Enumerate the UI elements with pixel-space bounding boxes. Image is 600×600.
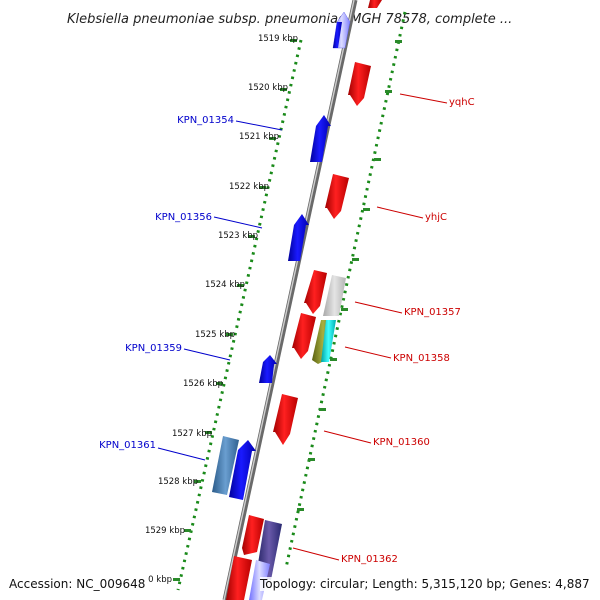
gene-arrow-kpn-01357 bbox=[323, 275, 346, 316]
tick-mark bbox=[269, 137, 276, 140]
gene-arrow-kpn-01361a bbox=[212, 436, 239, 495]
tick-mark bbox=[341, 308, 348, 311]
tick-mark bbox=[308, 458, 315, 461]
gene-label-kpn-01358: KPN_01358 bbox=[393, 353, 450, 364]
gene-arrow-red-a bbox=[304, 270, 327, 314]
ticks: 1519 kbp 1520 kbp 1521 kbp 1522 kbp 1523… bbox=[145, 34, 298, 585]
gene-arrow-kpn-01358 bbox=[321, 320, 336, 362]
tick-mark bbox=[173, 578, 180, 581]
tick-label: 1524 kbp bbox=[205, 280, 245, 290]
tick-mark bbox=[352, 258, 359, 261]
tick-mark bbox=[385, 90, 392, 93]
tick-mark bbox=[395, 40, 402, 43]
gene-arrow-yqhc bbox=[348, 62, 371, 106]
leader-line bbox=[376, 206, 424, 219]
topology-text: Topology: circular; Length: 5,315,120 bp… bbox=[260, 577, 590, 591]
gene-label-yqhc: yqhC bbox=[449, 97, 475, 108]
gene-label-kpn-01359: KPN_01359 bbox=[125, 343, 182, 354]
leader-line bbox=[183, 348, 231, 361]
tick-label: 1525 kbp bbox=[195, 330, 235, 340]
gene-arrow-kpn-01354 bbox=[310, 115, 331, 162]
tick-mark bbox=[248, 235, 255, 238]
leader-line bbox=[235, 120, 283, 131]
tick-label: 1519 kbp bbox=[258, 34, 298, 44]
tick-label: 1528 kbp bbox=[158, 477, 198, 487]
leader-line bbox=[323, 430, 372, 444]
leader-line bbox=[213, 216, 263, 229]
gene-arrow bbox=[368, 0, 382, 8]
tick-mark bbox=[363, 208, 370, 211]
genome-backbone bbox=[222, 0, 358, 600]
gene-arrow-red-b bbox=[292, 313, 316, 359]
tick-mark bbox=[216, 382, 223, 385]
gene-arrow-kpn-01362 bbox=[242, 515, 264, 555]
tick-label: 1526 kbp bbox=[183, 379, 223, 389]
tick-mark bbox=[374, 158, 381, 161]
tick-mark bbox=[184, 529, 191, 532]
gene-arrow-kpn-01359 bbox=[259, 355, 277, 383]
gene-arrow-red-c bbox=[226, 556, 252, 600]
tick-label: 1529 kbp bbox=[145, 526, 185, 536]
gene-labels: KPN_01354 KPN_01356 KPN_01359 KPN_01361 … bbox=[99, 97, 474, 565]
tick-label: 1522 kbp bbox=[229, 182, 269, 192]
gene-arrow-yhjc bbox=[325, 174, 349, 219]
tick-mark bbox=[205, 431, 212, 434]
tick-label: 1521 kbp bbox=[239, 132, 279, 142]
tick-mark bbox=[297, 508, 304, 511]
genome-backbone-highlight bbox=[223, 0, 355, 600]
gene-label-yhjc: yhjC bbox=[425, 212, 447, 223]
leader-lines bbox=[157, 93, 448, 561]
tick-mark bbox=[280, 88, 287, 91]
gene-label-kpn-01362: KPN_01362 bbox=[341, 554, 398, 565]
leader-line bbox=[344, 346, 392, 359]
accession-text: Accession: NC_009648 bbox=[9, 577, 146, 591]
map-title: Klebsiella pneumoniae subsp. pneumoniae … bbox=[67, 12, 512, 27]
tick-label: 1523 kbp bbox=[218, 231, 258, 241]
tick-label: 1527 kbp bbox=[172, 429, 212, 439]
tick-mark bbox=[330, 358, 337, 361]
right-track-ticks bbox=[297, 40, 402, 511]
gene-arrow bbox=[333, 22, 342, 48]
tick-mark bbox=[226, 333, 233, 336]
gene-label-kpn-01360: KPN_01360 bbox=[373, 437, 430, 448]
tick-mark bbox=[237, 284, 244, 287]
leader-line bbox=[399, 93, 448, 104]
gene-arrow-kpn-01361 bbox=[229, 440, 256, 500]
forward-genes bbox=[212, 11, 351, 500]
gene-label-kpn-01354: KPN_01354 bbox=[177, 115, 234, 126]
gene-label-kpn-01361: KPN_01361 bbox=[99, 440, 156, 451]
leader-line bbox=[157, 447, 206, 461]
tick-mark bbox=[259, 186, 266, 189]
tick-label: 0 kbp bbox=[148, 575, 172, 585]
gene-arrow-light bbox=[249, 560, 270, 600]
tick-mark bbox=[194, 480, 201, 483]
reverse-genes bbox=[226, 0, 382, 600]
gene-label-kpn-01357: KPN_01357 bbox=[404, 307, 461, 318]
tick-label: 1520 kbp bbox=[248, 83, 288, 93]
gene-label-kpn-01356: KPN_01356 bbox=[155, 212, 212, 223]
right-dotted-track bbox=[284, 11, 407, 569]
tick-mark bbox=[319, 408, 326, 411]
tick-mark bbox=[290, 39, 297, 42]
leader-line bbox=[354, 301, 403, 314]
leader-line bbox=[292, 547, 340, 561]
gene-arrow-kpn-01360 bbox=[273, 394, 298, 445]
gene-arrow-kpn-01356 bbox=[288, 214, 309, 261]
